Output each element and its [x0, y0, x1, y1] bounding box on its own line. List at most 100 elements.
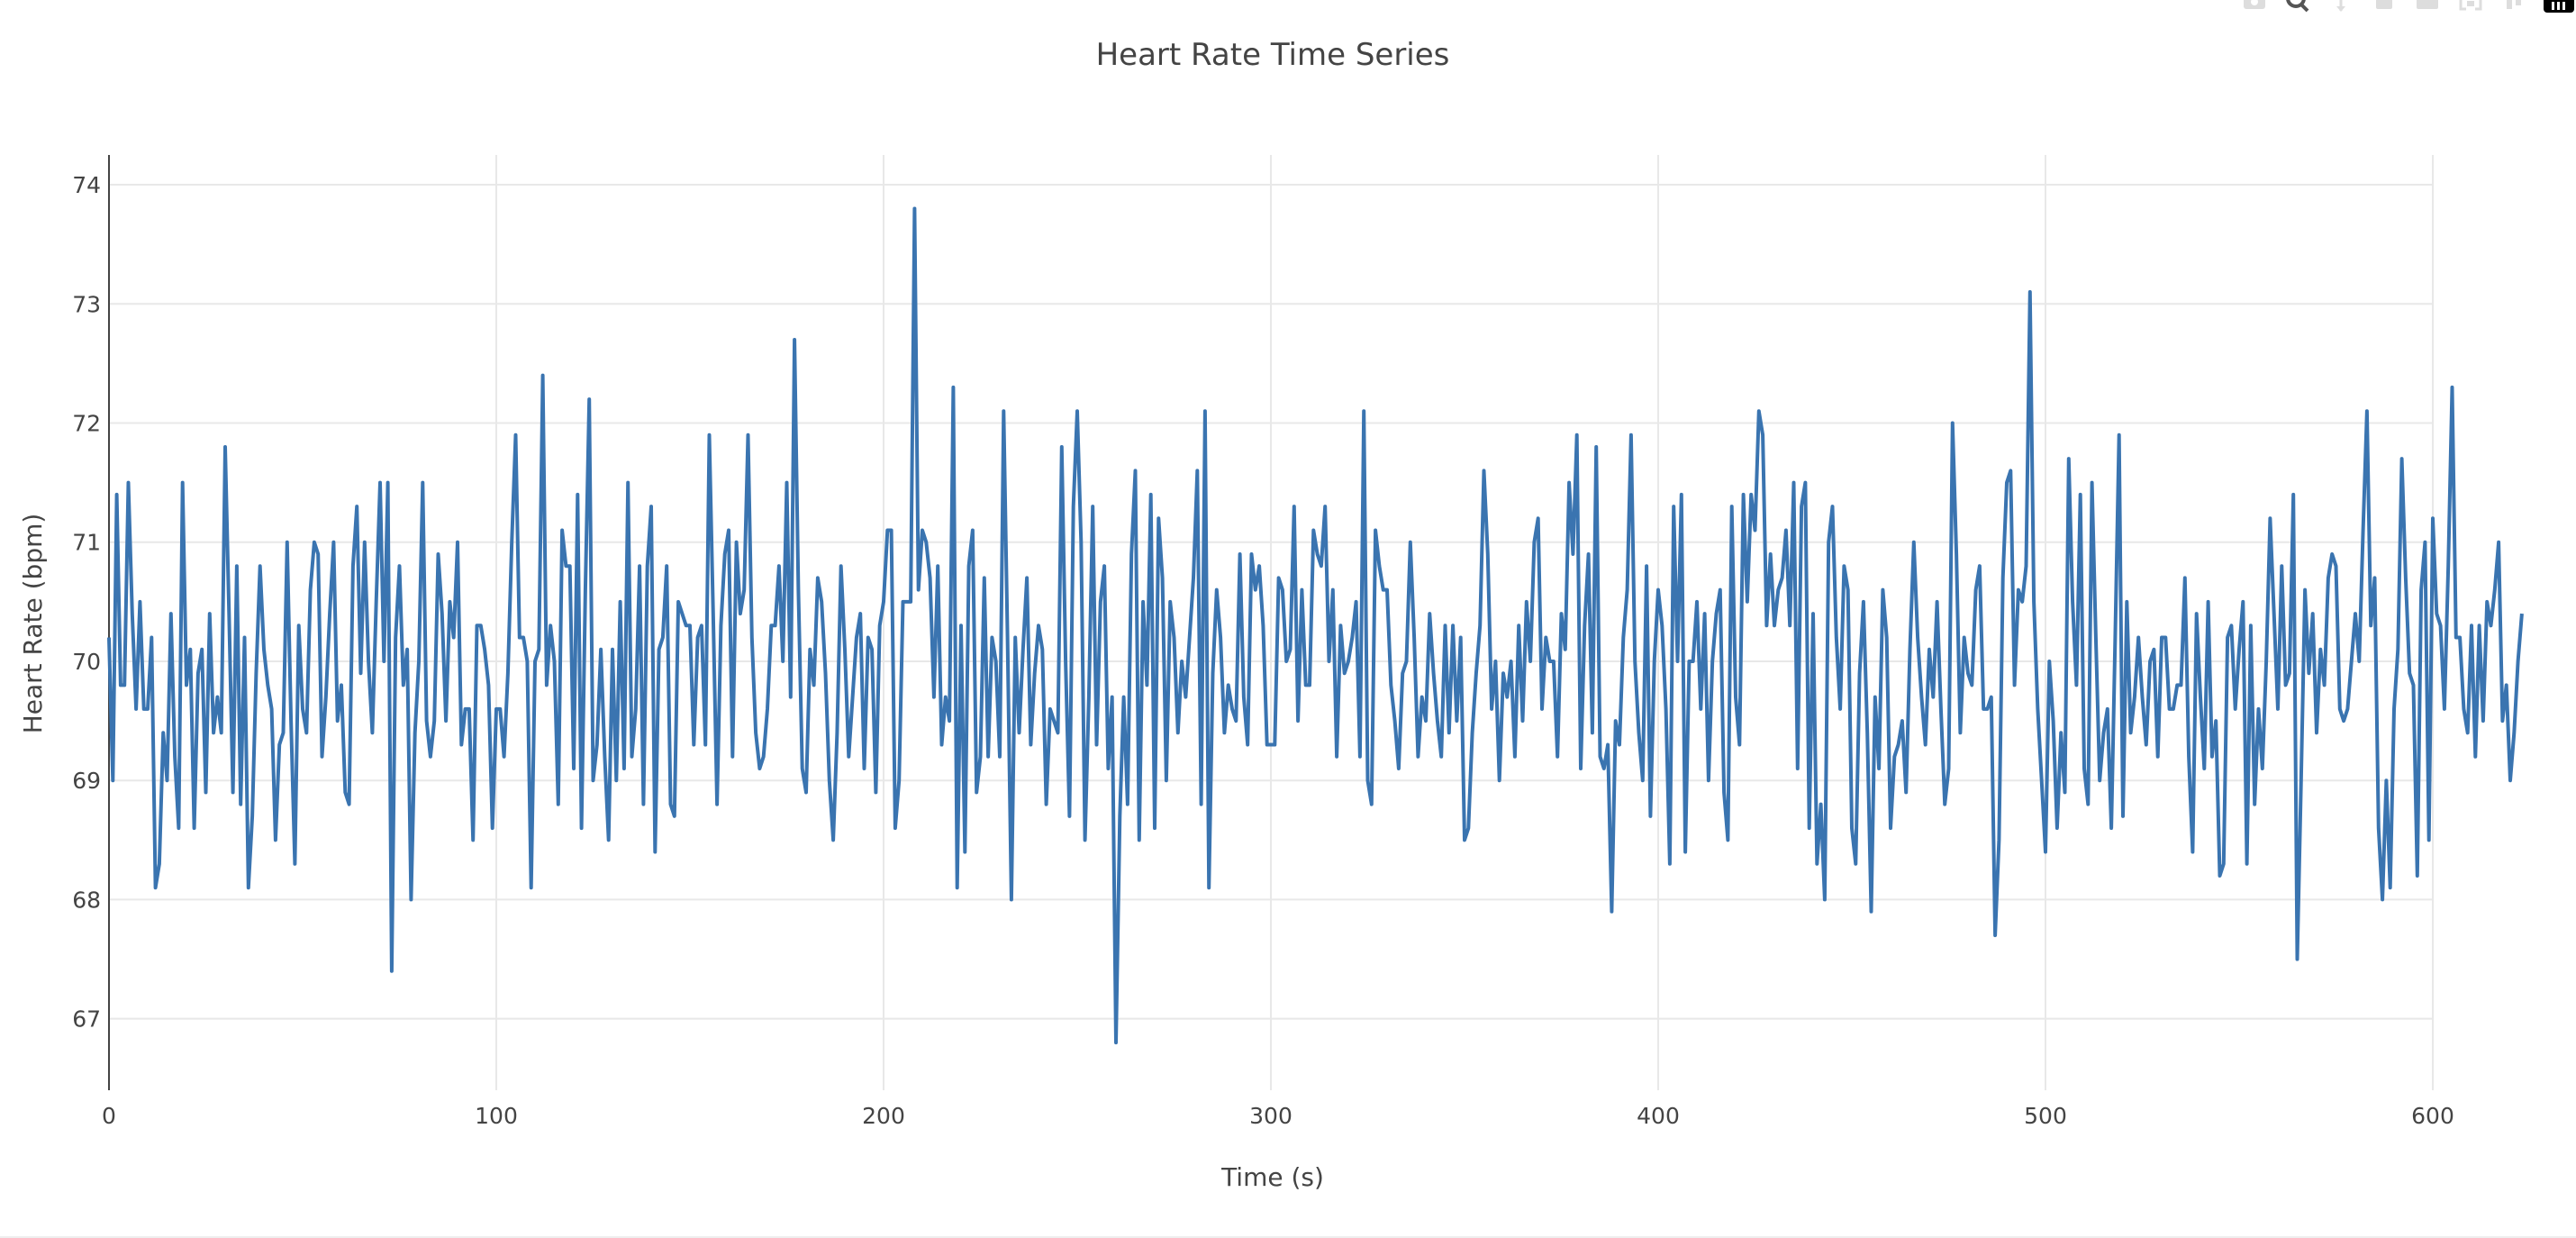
data-point [1811, 612, 1815, 615]
data-point [1951, 422, 1955, 425]
data-point [2315, 731, 2318, 734]
data-point [2357, 660, 2361, 663]
data-point [1215, 588, 1219, 592]
data-point [1692, 660, 1695, 663]
data-point [1040, 648, 1044, 651]
data-point [1173, 636, 1176, 640]
data-point [1075, 409, 1079, 413]
data-point [932, 696, 936, 699]
data-point [1501, 671, 1505, 675]
data-point [2129, 731, 2133, 734]
data-point [432, 719, 436, 723]
data-point [1680, 493, 1683, 496]
data-point [2241, 600, 2245, 604]
data-point [1877, 767, 1881, 770]
data-point [1629, 433, 1633, 437]
data-point [1865, 731, 1869, 734]
data-point [359, 671, 363, 675]
data-point [1432, 671, 1436, 675]
data-point [595, 743, 599, 747]
data-point [1168, 600, 1172, 604]
data-point [1362, 409, 1365, 413]
data-point [2517, 660, 2520, 663]
data-point [2466, 731, 2470, 734]
data-point [1420, 696, 1424, 699]
zoom-icon[interactable] [2284, 0, 2311, 13]
data-point [1510, 660, 1513, 663]
data-point [518, 636, 522, 640]
zoom-out-icon[interactable] [2414, 0, 2441, 13]
data-point [1079, 541, 1083, 544]
data-point [166, 778, 169, 782]
data-point [297, 624, 301, 627]
data-point [471, 838, 475, 842]
x-axis-label: Time (s) [1220, 1162, 1324, 1192]
data-point [1517, 624, 1520, 627]
data-point [1397, 767, 1401, 770]
data-point [1308, 683, 1311, 687]
data-point [1781, 576, 1784, 579]
autoscale-icon[interactable] [2457, 0, 2484, 13]
data-point [1010, 897, 1013, 901]
reset-axes-icon[interactable] [2500, 0, 2527, 13]
data-point [2318, 648, 2322, 651]
data-point [2362, 529, 2365, 533]
zoom-in-icon[interactable] [2371, 0, 2398, 13]
data-point [506, 671, 510, 675]
data-point [1633, 660, 1637, 663]
data-point [169, 612, 173, 615]
data-point [1052, 719, 1056, 723]
data-point [789, 696, 793, 699]
data-point [963, 851, 966, 854]
data-point [1238, 552, 1242, 556]
data-point [1374, 529, 1377, 533]
data-point [2345, 707, 2349, 711]
data-point [1784, 529, 1788, 533]
data-point [1993, 933, 1997, 937]
plotly-logo-icon[interactable] [2544, 0, 2574, 13]
data-point [1734, 696, 1737, 699]
data-point [990, 636, 993, 640]
data-point [235, 564, 239, 568]
data-point [2032, 600, 2036, 604]
data-point [1687, 660, 1691, 663]
data-point [429, 755, 432, 759]
data-point [533, 660, 537, 663]
data-point [1134, 469, 1138, 472]
data-point [2443, 707, 2446, 711]
x-tick-label: 100 [475, 1103, 518, 1129]
data-point [1955, 552, 1958, 556]
bottom-border [0, 1236, 2576, 1238]
data-point [646, 564, 649, 568]
data-point [1653, 660, 1656, 663]
data-point [309, 588, 313, 592]
data-point [1749, 493, 1753, 496]
data-point [1195, 469, 1199, 472]
camera-icon[interactable] [2241, 0, 2268, 13]
data-point [812, 683, 816, 687]
data-point [847, 755, 850, 759]
data-point [893, 826, 897, 830]
data-point [851, 696, 855, 699]
data-point [2071, 600, 2074, 604]
data-point [983, 576, 986, 579]
data-point [1064, 660, 1067, 663]
data-point [456, 541, 459, 544]
data-point [1072, 505, 1075, 508]
data-point [479, 624, 483, 627]
data-point [2446, 564, 2450, 568]
data-point [343, 790, 347, 794]
data-point [673, 815, 676, 818]
data-point [1927, 648, 1931, 651]
data-point [1648, 815, 1652, 818]
data-point [1746, 600, 1749, 604]
data-point [250, 815, 254, 818]
x-tick-label: 600 [2411, 1103, 2454, 1129]
data-point [1707, 778, 1710, 782]
data-point [820, 600, 823, 604]
data-point [769, 624, 773, 627]
data-point [1963, 636, 1966, 640]
pan-icon[interactable] [2327, 0, 2354, 13]
data-point [2118, 433, 2121, 437]
data-point [669, 803, 673, 806]
